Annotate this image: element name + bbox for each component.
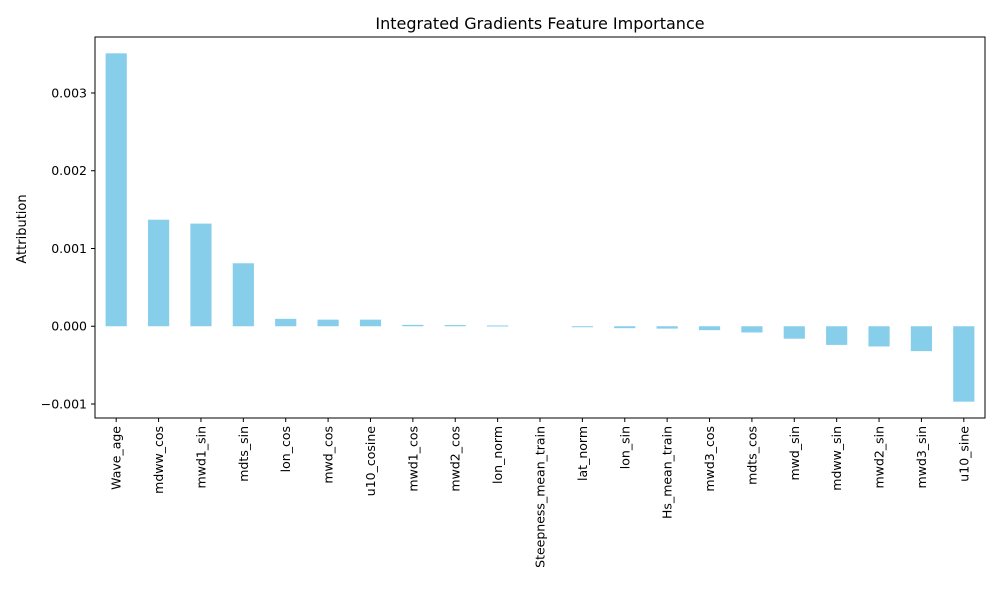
bar-u10_sine	[953, 326, 975, 402]
x-tick-label: lon_cos	[278, 426, 293, 472]
y-tick-label: 0.000	[51, 319, 87, 334]
bar-Hs_mean_train	[656, 326, 678, 329]
bar-mwd3_sin	[910, 326, 933, 352]
x-tick-label: lon_sin	[617, 426, 632, 469]
bar-lat_norm	[571, 326, 593, 328]
bar-mwd3_cos	[698, 326, 721, 331]
bar-mdts_sin	[232, 263, 254, 327]
bar-Wave_age	[105, 53, 127, 327]
bar-mwd2_sin	[868, 326, 890, 347]
x-tick-label: mwd_sin	[787, 426, 802, 481]
y-tick-label: −0.001	[41, 397, 87, 412]
x-tick-label: mwd3_cos	[702, 426, 717, 492]
x-tick-label: mwd1_sin	[193, 426, 208, 488]
bar-mdww_cos	[147, 219, 170, 327]
bars-group	[105, 53, 975, 402]
bar-lon_norm	[487, 325, 509, 327]
y-ticks-group: −0.001 0.000 0.001 0.002 0.003	[41, 85, 95, 412]
bar-mwd_cos	[317, 319, 339, 327]
x-tick-label: mdww_sin	[829, 426, 844, 491]
plot-frame	[94, 36, 986, 419]
x-tick-label: mdts_sin	[236, 426, 251, 482]
x-tick-label: lat_norm	[575, 426, 590, 481]
x-tick-label: lon_norm	[490, 426, 505, 484]
y-axis-label: Attribution	[15, 194, 30, 263]
y-tick-label: 0.003	[51, 85, 87, 100]
chart-title: Integrated Gradients Feature Importance	[375, 14, 704, 33]
x-tick-label: Wave_age	[109, 426, 124, 490]
x-tick-label: mwd2_cos	[448, 426, 463, 492]
bar-lon_sin	[614, 326, 636, 329]
bar-u10_cosine	[359, 319, 382, 327]
bar-mdts_cos	[741, 326, 763, 333]
x-tick-label: Steepness_mean_train	[533, 426, 548, 568]
y-tick-label: 0.001	[51, 241, 87, 256]
bar-mwd1_sin	[190, 223, 212, 327]
x-tick-label: mdts_cos	[744, 426, 759, 485]
bar-mwd1_cos	[402, 324, 424, 327]
x-tick-label: mwd3_sin	[914, 426, 929, 488]
bar-mwd_sin	[783, 326, 805, 339]
x-tick-label: mdww_cos	[151, 426, 166, 494]
bar-lon_cos	[275, 318, 297, 327]
x-tick-label: mwd2_sin	[872, 426, 887, 488]
x-ticks-group: Wave_age mdww_cos mwd1_sin mdts_sin lon_cos m…	[109, 418, 971, 568]
y-tick-label: 0.002	[51, 163, 87, 178]
bar-mwd2_cos	[444, 325, 466, 327]
bar-mdww_sin	[826, 326, 848, 345]
x-tick-label: mwd_cos	[321, 426, 336, 484]
x-tick-label: mwd1_cos	[405, 426, 420, 492]
x-tick-label: u10_cosine	[363, 426, 378, 497]
x-tick-label: Hs_mean_train	[660, 426, 675, 519]
x-tick-label: u10_sine	[956, 426, 971, 482]
